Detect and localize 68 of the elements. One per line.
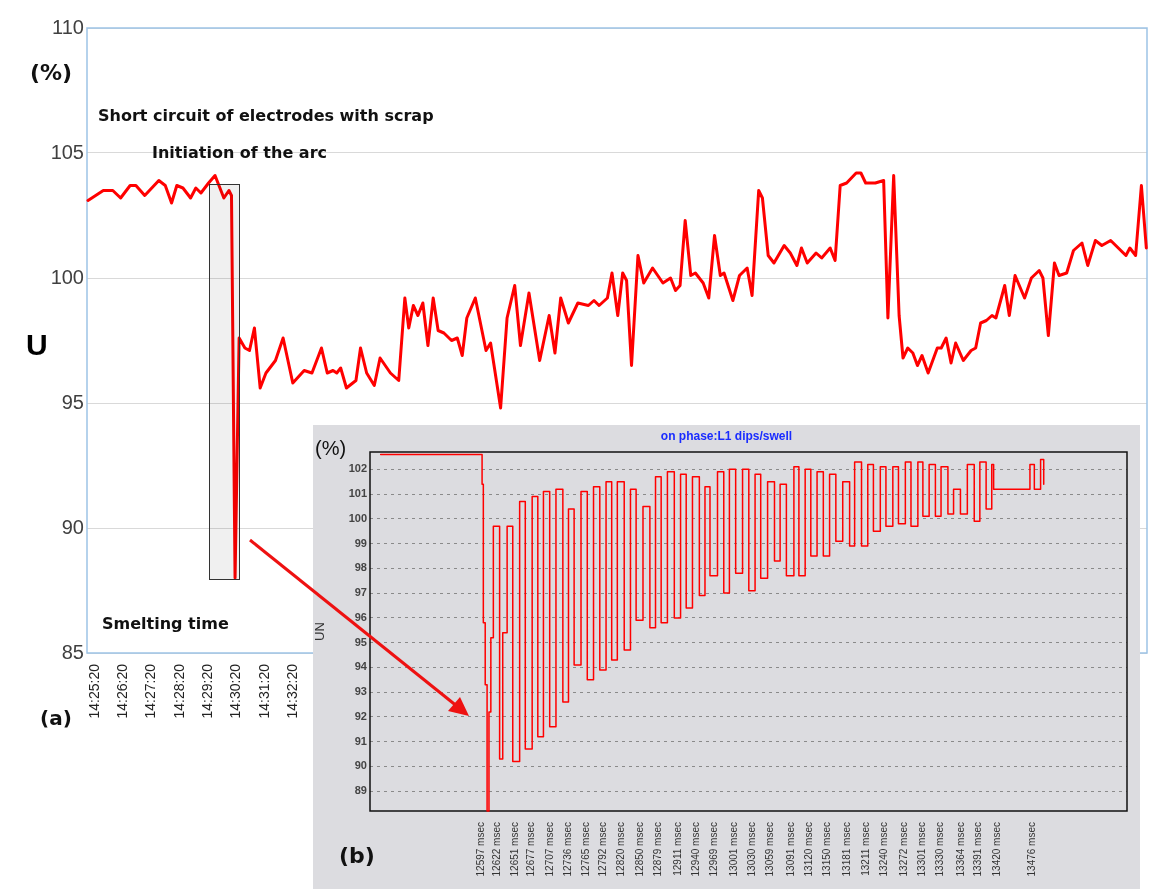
- x-tick-label: 13330 msec: [934, 822, 946, 877]
- x-tick-label: 13001 msec: [728, 822, 740, 877]
- x-tick-label: 13240 msec: [877, 822, 889, 877]
- x-tick-label: 13120 msec: [802, 822, 814, 877]
- y-tick-label: 95: [354, 635, 367, 648]
- chart-title: on phase:L1 dips/swell: [660, 429, 793, 443]
- y-tick-label: 90: [61, 515, 84, 538]
- y-tick-label: 94: [354, 660, 368, 673]
- x-tick-label: 13476 msec: [1025, 822, 1037, 877]
- x-tick-label: 13181 msec: [840, 822, 852, 877]
- x-tick-label: 14:29:20: [199, 663, 216, 719]
- annotation: Initiation of the arc: [152, 143, 327, 162]
- x-tick-label: 13030 msec: [746, 822, 758, 877]
- y-axis-title: U: [26, 328, 48, 362]
- y-tick-label: 97: [354, 586, 367, 599]
- y-tick-label: 100: [50, 265, 84, 288]
- y-tick-label: 89: [354, 784, 367, 797]
- x-tick-label: 12969 msec: [708, 822, 720, 877]
- x-tick-label: 14:28:20: [170, 663, 187, 719]
- y-tick-label: 110: [52, 15, 84, 38]
- x-tick-label: 14:30:20: [227, 663, 244, 719]
- x-tick-label: 14:25:20: [85, 663, 102, 719]
- x-tick-label: 12597 msec: [475, 822, 487, 877]
- x-tick-label: 12820 msec: [614, 822, 626, 877]
- y-tick-label: 90: [354, 759, 367, 772]
- x-tick-label: 14:32:20: [283, 663, 300, 719]
- x-tick-label: 12765 msec: [580, 822, 592, 877]
- x-tick-label: 12622 msec: [490, 822, 502, 877]
- y-tick-label: 85: [61, 640, 84, 663]
- x-tick-label: 12707 msec: [544, 822, 556, 877]
- text: (a): [40, 706, 72, 730]
- x-tick-label: 12736 msec: [562, 822, 574, 877]
- y-tick-label: 95: [61, 390, 84, 413]
- annotation: Smelting time: [102, 614, 229, 633]
- y-axis-title: UN: [312, 622, 328, 641]
- x-tick-label: 13272 msec: [897, 822, 909, 877]
- y-tick-label: 93: [354, 685, 367, 698]
- x-tick-label: 13091 msec: [784, 822, 796, 877]
- x-tick-label: 13420 msec: [990, 822, 1002, 877]
- y-tick-label: 98: [354, 561, 367, 574]
- x-tick-label: 13391 msec: [972, 822, 984, 877]
- y-tick-label: 105: [50, 140, 84, 163]
- x-tick-label: 12677 msec: [525, 822, 537, 877]
- x-tick-label: 13150 msec: [821, 822, 833, 877]
- x-tick-label: 14:27:20: [142, 663, 159, 719]
- annotation: (%): [315, 437, 347, 460]
- y-tick-label: 99: [354, 536, 367, 549]
- y-tick-label: 91: [354, 734, 367, 747]
- x-tick-label: 12911 msec: [671, 822, 683, 876]
- y-tick-label: 100: [348, 511, 367, 524]
- y-tick-label: 92: [354, 709, 367, 722]
- x-tick-label: 12940 msec: [689, 822, 701, 877]
- x-tick-label: 13211 msec: [859, 822, 871, 876]
- x-tick-label: 12792 msec: [597, 822, 609, 877]
- text: (b): [339, 843, 375, 868]
- x-tick-label: 14:26:20: [114, 663, 131, 719]
- x-tick-label: 13364 msec: [955, 822, 967, 877]
- x-tick-label: 14:31:20: [255, 663, 272, 719]
- x-tick-label: 12879 msec: [651, 822, 663, 877]
- text: (%): [30, 60, 73, 85]
- x-tick-label: 12850 msec: [633, 822, 645, 877]
- y-tick-label: 96: [354, 610, 367, 623]
- y-tick-label: 102: [348, 462, 367, 475]
- annotation: Short circuit of electrodes with scrap: [98, 106, 434, 125]
- x-tick-label: 12651 msec: [509, 822, 521, 877]
- x-tick-label: 13059 msec: [764, 822, 776, 877]
- x-tick-label: 13301 msec: [916, 822, 927, 877]
- y-tick-label: 101: [348, 487, 367, 500]
